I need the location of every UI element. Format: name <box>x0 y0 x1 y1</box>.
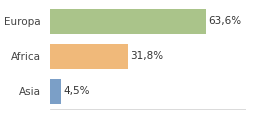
Bar <box>50 9 206 34</box>
Text: 31,8%: 31,8% <box>130 51 164 61</box>
Bar <box>50 79 61 104</box>
Text: 4,5%: 4,5% <box>63 86 90 96</box>
Bar <box>50 44 128 69</box>
Text: 63,6%: 63,6% <box>208 16 241 26</box>
